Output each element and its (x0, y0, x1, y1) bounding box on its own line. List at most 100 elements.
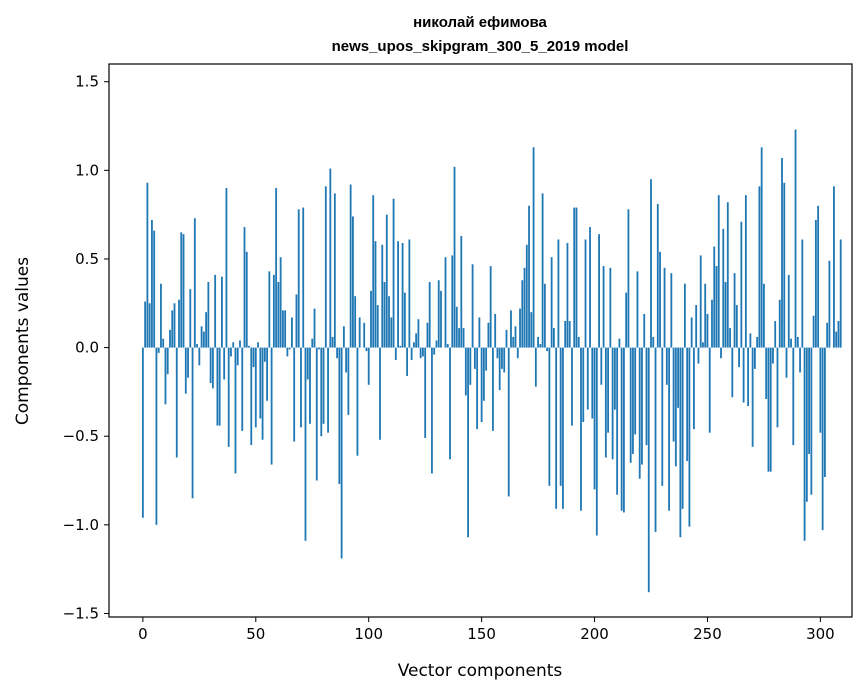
bar-253 (713, 246, 716, 348)
bar-3 (148, 303, 151, 348)
bar-13 (171, 310, 174, 348)
bar-283 (781, 157, 783, 348)
bar-92 (349, 184, 352, 348)
bar-38 (227, 347, 230, 447)
bar-160 (503, 347, 506, 373)
bar-131 (437, 280, 440, 348)
bar-308 (837, 321, 840, 348)
bar-82 (327, 347, 329, 433)
bar-157 (496, 347, 499, 359)
bar-286 (787, 274, 790, 348)
bar-257 (722, 228, 725, 348)
bar-43 (239, 340, 241, 348)
bar-114 (399, 345, 402, 348)
bar-143 (464, 347, 467, 396)
bar-146 (471, 264, 474, 348)
bar-151 (482, 347, 485, 401)
bar-177 (541, 193, 544, 348)
bar-73 (306, 347, 309, 380)
bar-202 (598, 234, 600, 348)
bar-41 (234, 347, 237, 474)
bar-302 (824, 347, 826, 477)
y-tick-label: 1.5 (75, 73, 99, 91)
bar-231 (663, 267, 666, 348)
bar-31 (211, 347, 214, 389)
bar-261 (731, 347, 734, 398)
bar-62 (281, 310, 284, 348)
bar-132 (440, 290, 442, 348)
bar-191 (573, 207, 576, 348)
bar-71 (302, 207, 305, 348)
bar-118 (408, 239, 411, 348)
bar-89 (342, 326, 345, 348)
bar-171 (528, 205, 530, 348)
bar-145 (469, 347, 472, 385)
x-axis-ticks: 0 50 100 150 200 250 300 (138, 617, 835, 643)
bar-290 (796, 336, 799, 348)
bar-289 (794, 129, 797, 348)
bar-180 (548, 347, 551, 486)
bar-169 (523, 267, 526, 348)
bar-95 (356, 347, 359, 456)
bar-235 (672, 347, 675, 442)
bar-60 (277, 282, 280, 348)
bar-201 (595, 347, 598, 536)
bar-115 (401, 243, 404, 348)
bar-46 (245, 251, 248, 348)
bar-5 (153, 230, 156, 348)
bar-39 (230, 347, 232, 357)
bar-141 (460, 235, 463, 348)
bar-298 (814, 219, 817, 348)
bar-200 (593, 347, 596, 490)
bar-34 (218, 347, 221, 426)
bar-276 (765, 347, 768, 399)
bar-77 (315, 347, 318, 481)
bar-81 (324, 186, 327, 348)
bar-189 (568, 321, 571, 348)
bar-140 (458, 328, 460, 348)
x-axis-label: Vector components (398, 661, 563, 681)
x-tick-label: 300 (806, 625, 835, 643)
bar-130 (435, 340, 438, 348)
bar-109 (388, 296, 390, 348)
bar-179 (546, 347, 549, 352)
bar-280 (774, 321, 777, 348)
bar-19 (184, 347, 187, 394)
bar-104 (376, 305, 379, 348)
bar-144 (467, 347, 469, 538)
bar-10 (164, 347, 167, 405)
bar-117 (406, 347, 409, 376)
bar-49 (252, 347, 255, 368)
bar-21 (189, 289, 192, 348)
bar-207 (609, 267, 612, 348)
y-axis-ticks: −1.5 −1.0 −0.5 0.0 0.5 1.0 1.5 (63, 73, 109, 622)
bar-11 (166, 347, 169, 375)
bar-1 (144, 301, 147, 348)
bar-208 (611, 347, 614, 460)
bar-28 (205, 312, 208, 348)
bar-294 (805, 347, 808, 502)
bar-150 (480, 347, 483, 423)
bar-9 (162, 338, 165, 348)
bar-211 (618, 338, 621, 348)
bar-18 (182, 234, 185, 348)
bar-42 (236, 347, 239, 366)
bar-172 (530, 312, 533, 348)
bar-66 (291, 317, 293, 348)
bar-70 (300, 347, 302, 428)
bar-68 (295, 294, 298, 348)
bar-274 (760, 147, 763, 348)
bar-212 (620, 347, 623, 511)
bar-183 (555, 347, 558, 509)
bar-125 (424, 347, 427, 438)
bar-36 (223, 347, 226, 380)
chart-title-line-1: николай ефимова (413, 14, 547, 31)
bar-239 (681, 347, 684, 509)
bar-271 (753, 347, 756, 369)
bar-111 (392, 198, 395, 348)
bar-98 (363, 322, 366, 348)
x-tick-label: 150 (467, 625, 496, 643)
bar-220 (638, 347, 641, 479)
bar-167 (519, 308, 521, 348)
